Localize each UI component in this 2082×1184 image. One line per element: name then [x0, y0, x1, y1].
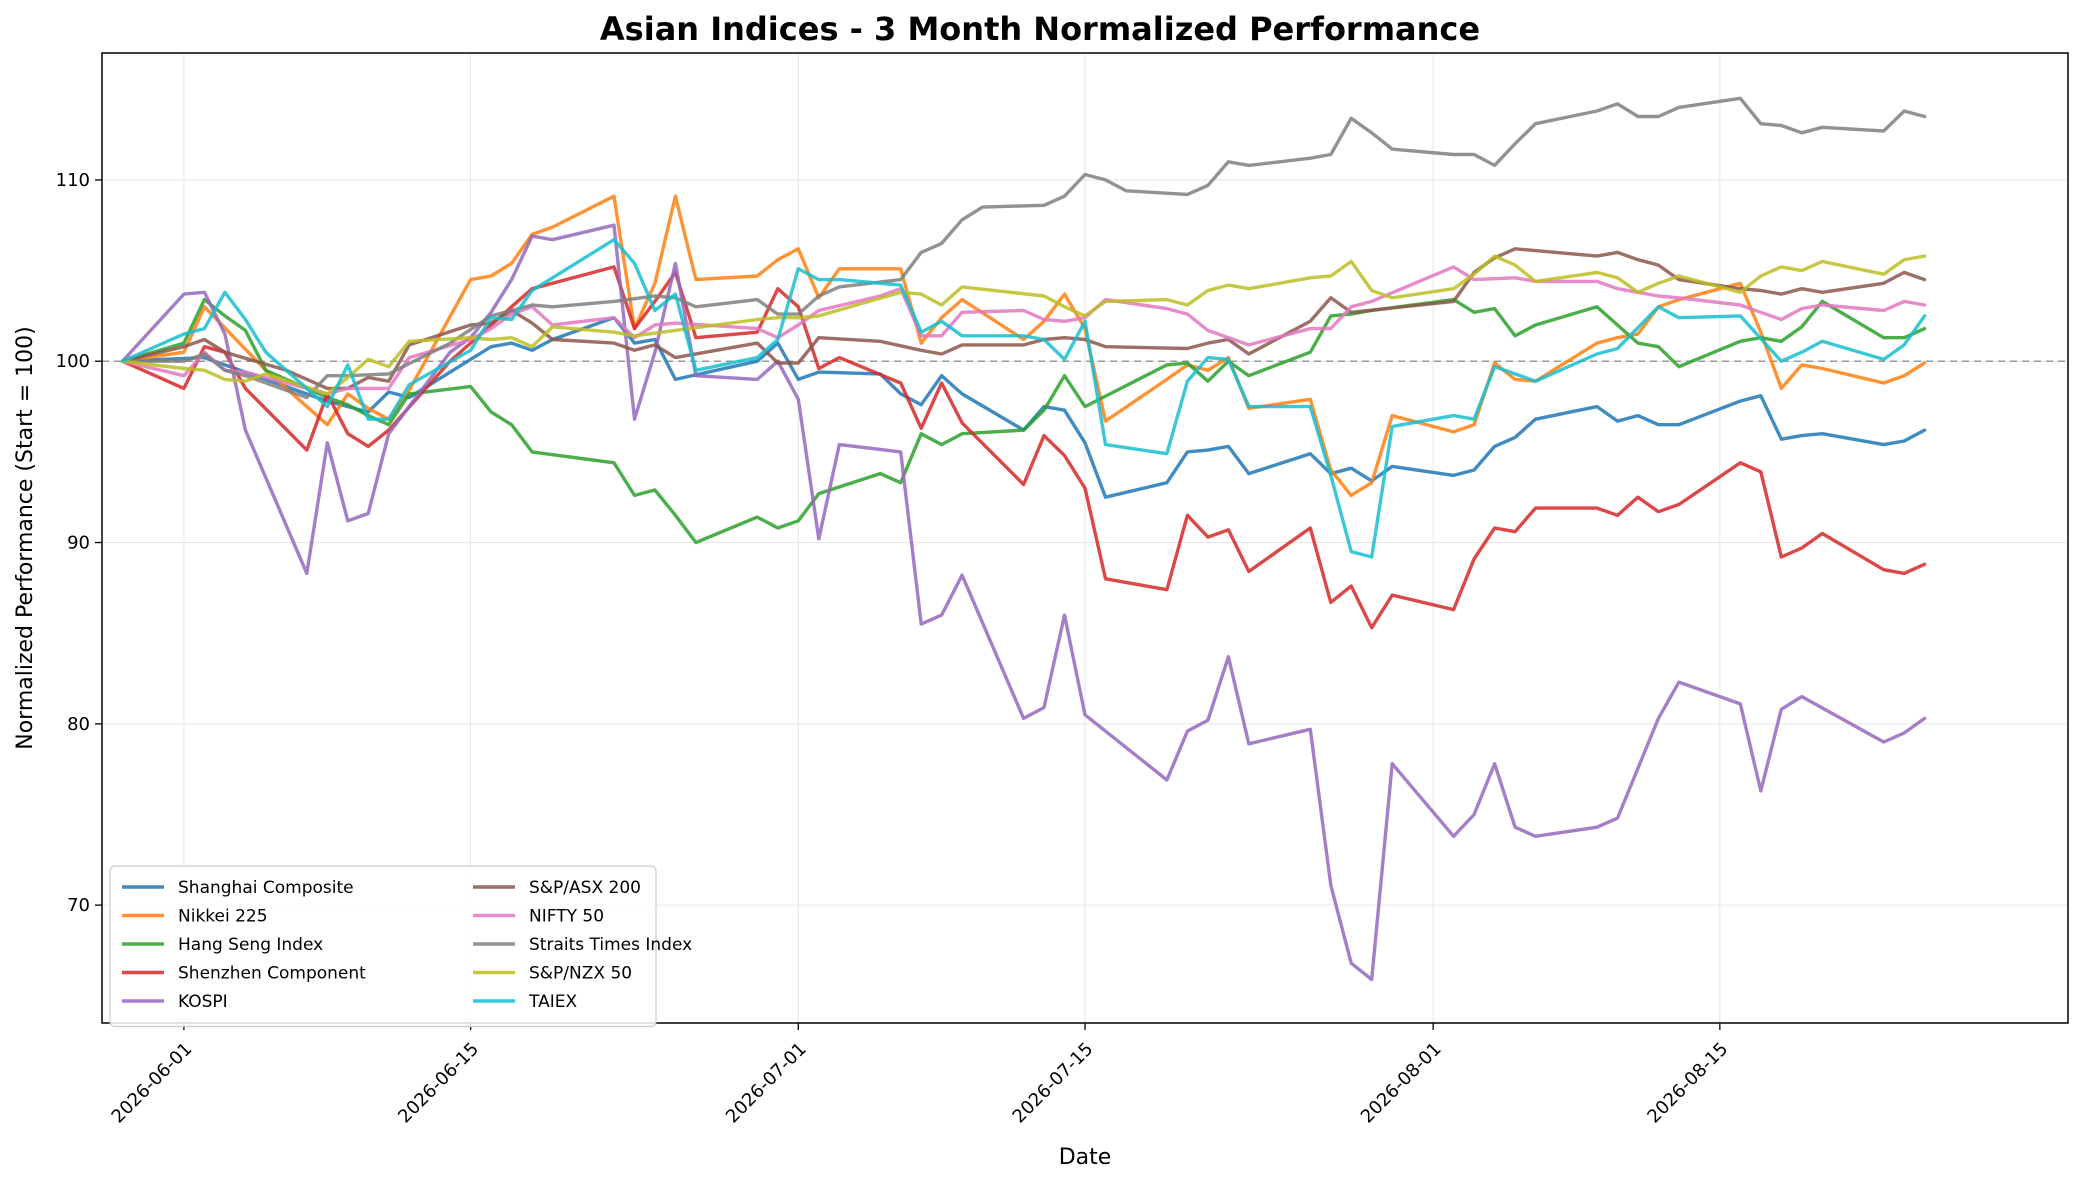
legend-label: Straits Times Index — [529, 935, 692, 955]
legend-label: S&P/NZX 50 — [529, 964, 632, 984]
legend-label: KOSPI — [178, 992, 228, 1012]
gridlines — [102, 53, 2068, 1023]
series-lines — [120, 96, 1927, 982]
legend-label: Nikkei 225 — [178, 907, 268, 927]
legend-label: TAIEX — [528, 992, 577, 1012]
series-line-taiex — [120, 238, 1927, 559]
y-tick-label: 80 — [67, 714, 90, 735]
legend-label: Shenzhen Component — [178, 964, 366, 984]
series-line-s-p-nzx-50 — [120, 254, 1927, 396]
y-tick-label: 70 — [67, 895, 90, 916]
legend-label: Shanghai Composite — [178, 878, 354, 898]
legend-box — [109, 865, 657, 1028]
y-tick-label: 110 — [56, 170, 90, 191]
y-tick-label: 90 — [67, 533, 90, 554]
chart-title: Asian Indices - 3 Month Normalized Perfo… — [600, 10, 1480, 48]
y-axis-ticks: 70 80 90 100 110 — [56, 170, 102, 916]
legend: Shanghai Composite Nikkei 225 Hang Seng In… — [109, 865, 692, 1028]
legend-label: NIFTY 50 — [529, 907, 604, 927]
legend-label: Hang Seng Index — [178, 935, 323, 955]
series-line-shanghai-composite — [120, 316, 1927, 499]
series-line-straits-times-index — [120, 96, 1927, 400]
legend-label: S&P/ASX 200 — [529, 878, 641, 898]
x-axis-label: Date — [1059, 1145, 1112, 1170]
y-tick-label: 100 — [56, 351, 90, 372]
y-axis-label: Normalized Performance (Start = 100) — [13, 326, 38, 749]
series-line-nikkei-225 — [120, 194, 1927, 498]
series-line-hang-seng-index — [120, 297, 1927, 545]
